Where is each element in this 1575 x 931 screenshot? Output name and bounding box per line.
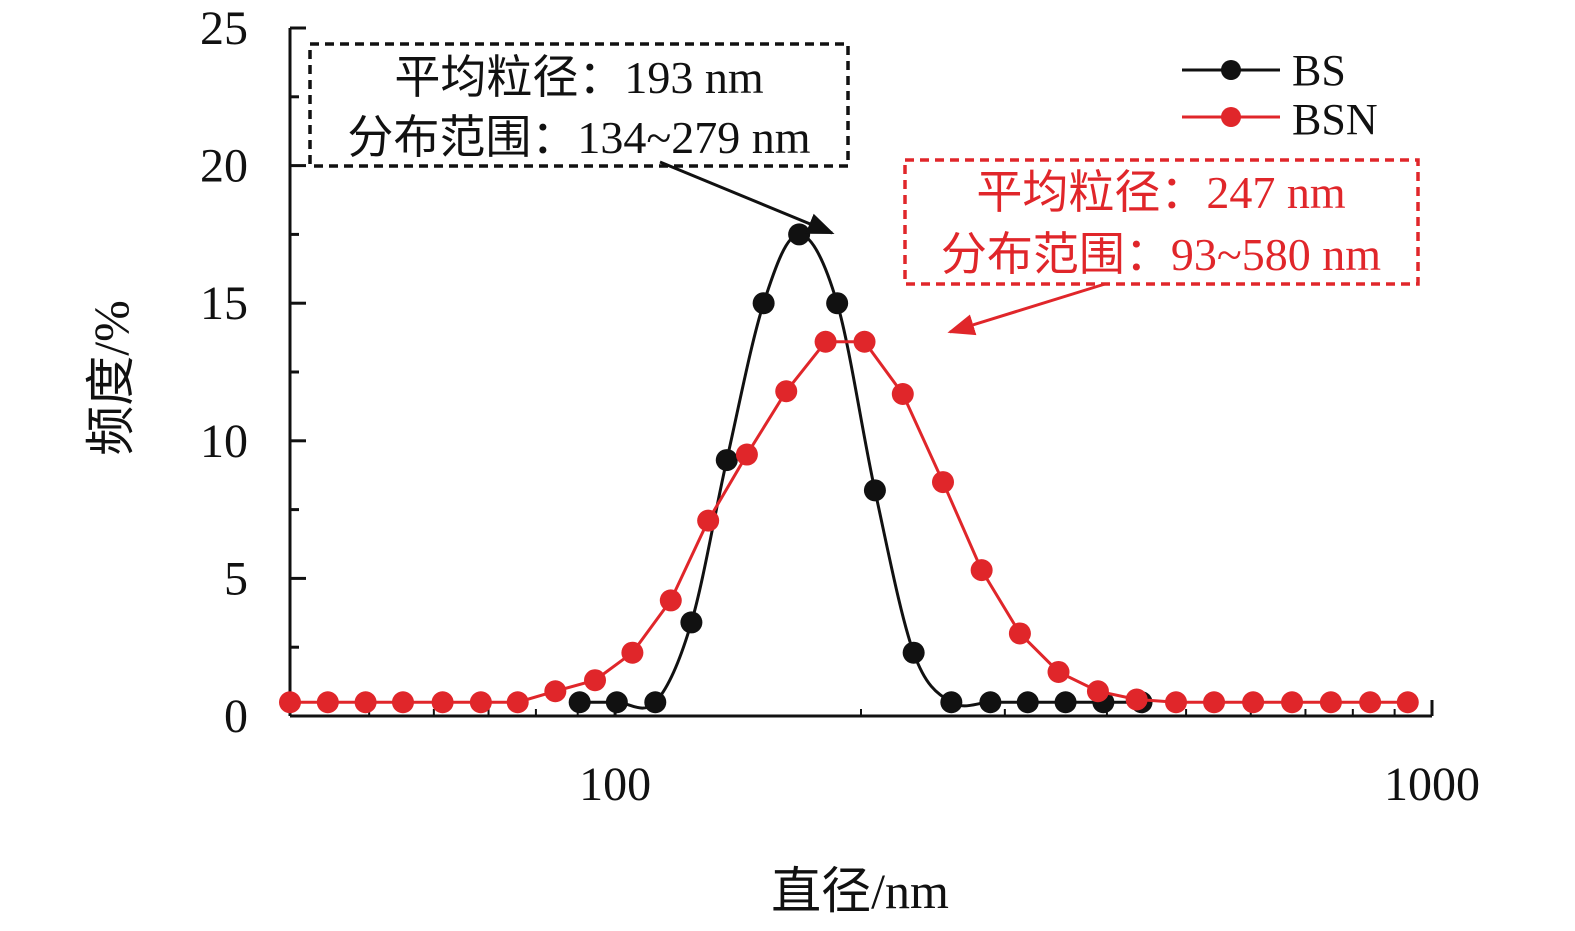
data-point-bs	[1054, 691, 1077, 714]
legend-bs-label: BS	[1292, 46, 1346, 95]
annotation-bsn: 平均粒径：247 nm 分布范围：93~580 nm	[903, 158, 1420, 336]
data-point-bsn	[1281, 691, 1304, 714]
legend-bsn-marker	[1221, 107, 1241, 127]
series-bs-line	[579, 232, 1142, 710]
annotation-bsn-mean: 平均粒径：247 nm	[976, 167, 1346, 218]
data-point-bsn	[621, 641, 644, 664]
data-point-bsn	[697, 509, 720, 532]
data-point-bsn	[814, 330, 837, 353]
legend-bsn-label: BSN	[1292, 95, 1378, 144]
data-point-bsn	[1242, 691, 1265, 714]
x-axis-label: 直径/nm	[771, 863, 949, 919]
data-point-bsn	[431, 691, 454, 714]
data-point-bsn	[970, 559, 993, 582]
data-point-bs	[788, 223, 811, 246]
data-point-bsn	[891, 383, 914, 406]
data-point-bsn	[1125, 688, 1148, 711]
data-point-bsn	[506, 691, 529, 714]
data-point-bsn	[354, 691, 377, 714]
data-point-bsn	[1086, 680, 1109, 703]
data-point-bsn	[584, 669, 607, 692]
y-tick-label: 15	[200, 277, 248, 330]
y-tick-label: 0	[224, 690, 248, 743]
data-point-bs	[979, 691, 1002, 714]
data-point-bsn	[735, 443, 758, 466]
data-point-bs	[715, 449, 738, 472]
data-point-bs	[644, 691, 667, 714]
y-tick-label: 10	[200, 415, 248, 468]
data-point-bsn	[1203, 691, 1226, 714]
axes: 0 5 10 15 20 25 100 1000	[200, 2, 1480, 811]
data-point-bsn	[775, 380, 798, 403]
y-tick-label: 5	[224, 552, 248, 605]
series-bsn	[279, 330, 1419, 714]
annotation-bs: 平均粒径：193 nm 分布范围：134~279 nm	[308, 42, 850, 235]
legend-item-bs: BS	[1182, 46, 1346, 95]
data-point-bsn	[1319, 691, 1342, 714]
series-bsn-line	[290, 340, 1408, 704]
legend-bs-marker	[1221, 60, 1241, 80]
annotation-bs-mean: 平均粒径：193 nm	[394, 52, 764, 103]
data-point-bsn	[931, 471, 954, 494]
x-tick-label: 1000	[1384, 758, 1480, 811]
data-point-bsn	[1165, 691, 1188, 714]
data-point-bsn	[544, 680, 567, 703]
legend: BS BSN	[1182, 46, 1378, 144]
data-point-bsn	[1359, 691, 1382, 714]
annotation-bsn-box	[903, 158, 1420, 286]
y-tick-label: 25	[200, 2, 248, 55]
annotation-bs-arrow	[659, 160, 835, 235]
annotation-bsn-range: 分布范围：93~580 nm	[941, 229, 1381, 280]
data-point-bs	[940, 691, 963, 714]
data-point-bs	[680, 611, 703, 634]
x-tick-label: 100	[579, 758, 651, 811]
data-point-bsn	[279, 691, 301, 714]
data-point-bsn	[1047, 660, 1070, 683]
data-point-bsn	[1008, 622, 1031, 645]
data-point-bs	[826, 292, 849, 315]
data-point-bsn	[853, 330, 876, 353]
annotation-bs-range: 分布范围：134~279 nm	[347, 112, 810, 163]
annotation-bsn-arrow	[947, 282, 1106, 336]
y-tick-label: 20	[200, 140, 248, 193]
y-axis-label: 频度/%	[83, 300, 139, 456]
data-point-bsn	[659, 589, 682, 612]
data-point-bs	[863, 479, 886, 502]
data-point-bs	[568, 691, 591, 714]
series-layer	[279, 223, 1419, 714]
data-point-bs	[752, 292, 775, 315]
legend-item-bsn: BSN	[1182, 95, 1378, 144]
data-point-bs	[902, 641, 925, 664]
data-point-bs	[1016, 691, 1039, 714]
data-point-bsn	[391, 691, 414, 714]
data-point-bsn	[1396, 691, 1419, 714]
series-bs	[568, 223, 1153, 714]
data-point-bsn	[316, 691, 339, 714]
data-point-bsn	[469, 691, 492, 714]
data-point-bs	[605, 691, 628, 714]
